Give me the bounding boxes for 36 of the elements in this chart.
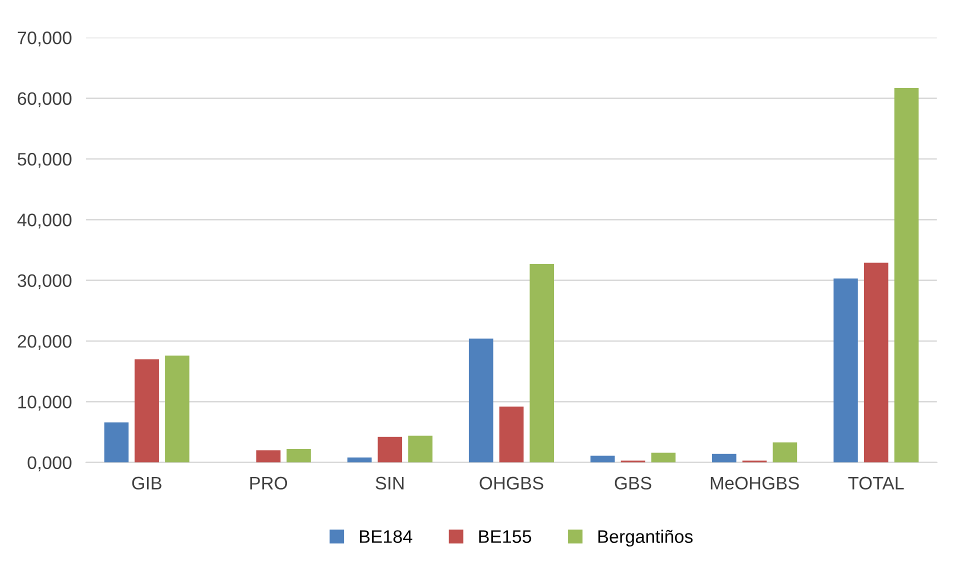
bar <box>499 406 524 462</box>
y-tick-label: 50,000 <box>18 152 72 168</box>
x-tick-label: GIB <box>132 476 162 490</box>
x-tick-label: GBS <box>614 476 652 490</box>
x-tick-label: PRO <box>250 476 288 490</box>
bar <box>894 88 919 462</box>
y-tick-label: 0,000 <box>28 456 72 472</box>
x-tick-label: SIN <box>376 476 404 490</box>
x-tick-label: OHGBS <box>480 476 544 490</box>
bar <box>378 436 402 462</box>
bar <box>468 338 494 462</box>
legend-label: Bergantiños <box>598 530 693 547</box>
y-tick-label: 20,000 <box>18 334 72 350</box>
bar <box>104 422 129 462</box>
y-tick-label: 10,000 <box>18 396 72 411</box>
bar <box>590 456 615 462</box>
y-tick-label: 70,000 <box>18 32 72 46</box>
bar <box>134 359 159 462</box>
y-tick-label: 60,000 <box>18 92 72 108</box>
legend-label: BE184 <box>360 530 412 543</box>
x-tick-label: MeOHGBS <box>710 476 799 490</box>
bar <box>864 262 888 462</box>
y-tick-label: 40,000 <box>17 214 72 228</box>
bar <box>530 264 554 462</box>
bar <box>834 278 858 462</box>
x-tick-label: TOTAL <box>848 476 904 490</box>
bar <box>772 442 798 462</box>
bar <box>408 436 432 462</box>
bar <box>712 454 736 462</box>
bar <box>286 449 311 462</box>
bar <box>165 356 190 462</box>
legend-label: BE155 <box>479 530 532 543</box>
bar <box>256 450 281 462</box>
bar <box>651 452 676 462</box>
y-tick-label: 30,000 <box>18 274 72 290</box>
bar <box>347 458 372 462</box>
